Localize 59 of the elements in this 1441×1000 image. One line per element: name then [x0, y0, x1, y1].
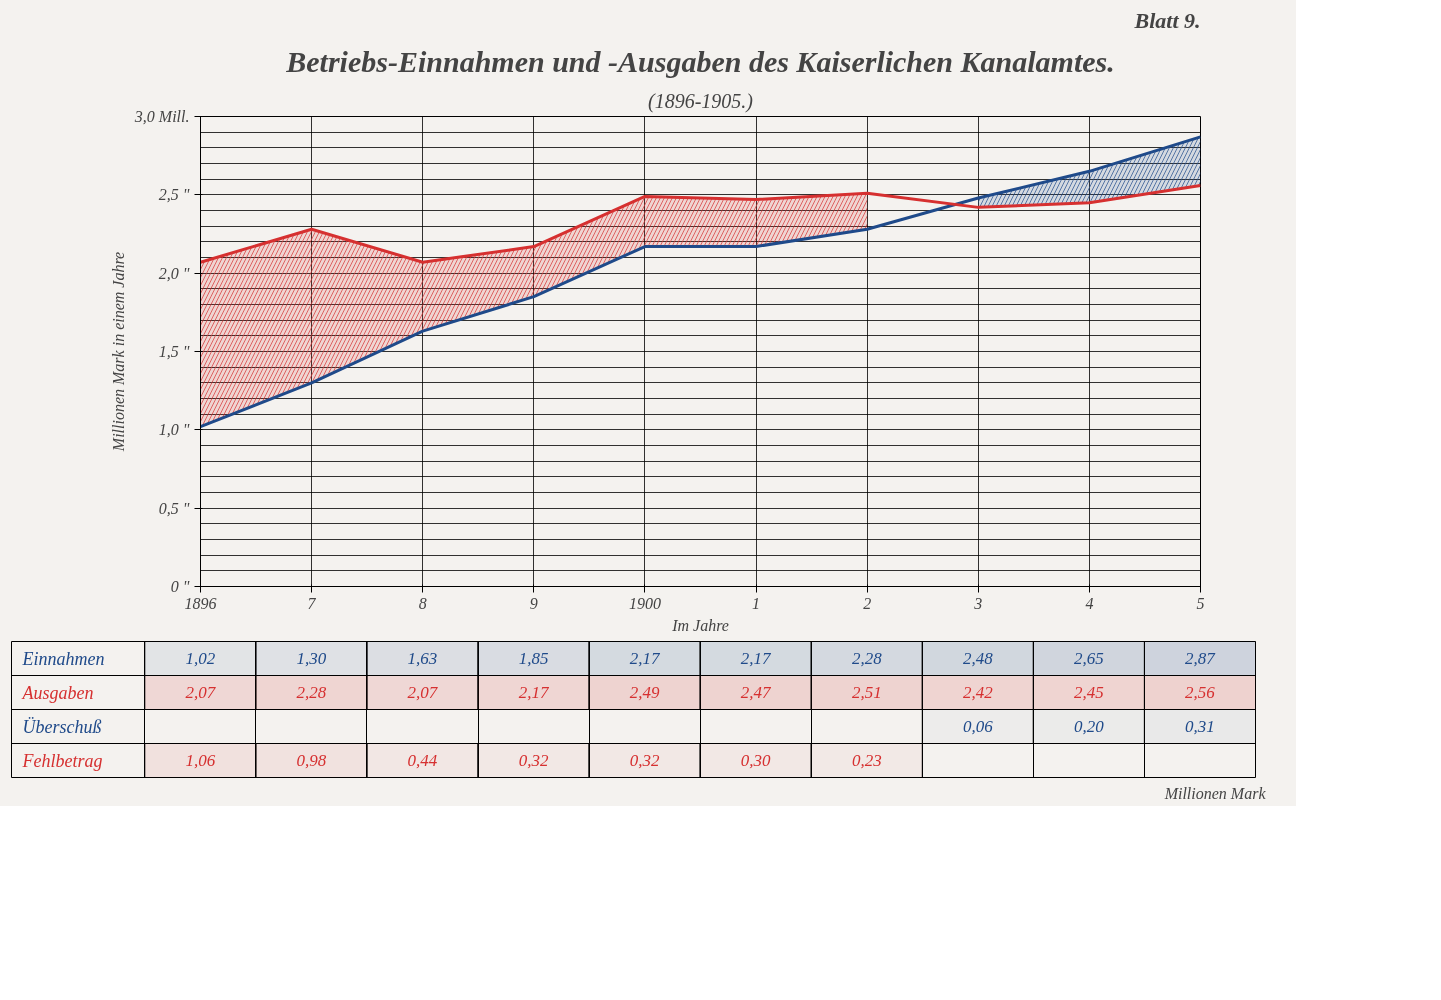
y-tick-label: 1,5 " — [158, 343, 190, 360]
data-label: 0,20 — [1074, 717, 1105, 736]
data-label: 2,07 — [407, 683, 439, 702]
y-tick-label: Fehlbetrag — [21, 750, 103, 771]
x-tick-label: 4 — [1085, 594, 1094, 612]
data-label: 2,17 — [740, 649, 773, 668]
data-label: 2,47 — [740, 683, 773, 702]
data-label: 2,51 — [851, 683, 882, 702]
x-tick-label: 5 — [1196, 594, 1205, 612]
y-tick-label: Überschuß — [22, 716, 102, 737]
x-tick-label: 1896 — [184, 594, 217, 612]
text: Blatt 9. — [1133, 7, 1201, 33]
data-label: 2,17 — [629, 649, 661, 668]
data-label: 1,30 — [296, 649, 327, 668]
x-tick-label: 1900 — [628, 594, 661, 612]
data-label: 0,98 — [296, 751, 327, 770]
line-series — [200, 183, 1201, 264]
y-tick-label: 3,0 Mill. — [133, 108, 190, 125]
y-tick-label: 2,5 " — [158, 186, 190, 204]
data-label: 1,63 — [407, 649, 438, 668]
data-label: 2,28 — [851, 649, 883, 668]
data-label: 1,85 — [518, 649, 549, 668]
y-axis-title: Millionen Mark in einem Jahre — [109, 251, 127, 453]
data-label: 0,30 — [740, 751, 772, 770]
data-label: 2,07 — [185, 683, 217, 702]
y-tick-label: 2,0 " — [158, 264, 190, 282]
data-label: 1,02 — [185, 649, 216, 668]
text: Millionen Mark — [1163, 784, 1267, 802]
chart-subtitle: (1896-1905.) — [648, 89, 754, 113]
data-label: 0,23 — [851, 751, 882, 770]
data-label: 2,49 — [629, 683, 660, 702]
data-label: 0,32 — [629, 751, 660, 770]
x-axis-title: Im Jahre — [671, 616, 729, 634]
data-label: 0,06 — [962, 717, 994, 736]
x-tick-label: 7 — [307, 594, 317, 612]
data-label: 0,44 — [407, 751, 438, 770]
data-label: 2,48 — [962, 649, 994, 668]
y-tick-label: 0,5 " — [158, 499, 190, 517]
x-tick-label: 1 — [752, 594, 761, 612]
data-label: 0,31 — [1185, 717, 1215, 736]
x-tick-label: 9 — [529, 594, 538, 612]
data-label: 0,32 — [518, 751, 549, 770]
data-label: 1,06 — [185, 751, 216, 770]
y-tick-label: Ausgaben — [21, 682, 94, 703]
data-label: 2,65 — [1074, 649, 1104, 668]
y-tick-label: Einnahmen — [21, 648, 105, 669]
data-label: 2,42 — [962, 683, 994, 702]
x-tick-label: 2 — [863, 594, 872, 612]
data-label: 2,56 — [1185, 683, 1216, 702]
x-tick-label: 3 — [973, 594, 983, 612]
data-label: 2,87 — [1185, 649, 1217, 668]
data-label: 2,45 — [1074, 683, 1104, 702]
y-tick-label: 0 " — [170, 578, 190, 595]
data-label: 2,17 — [518, 683, 550, 702]
chart-title: Betriebs-Einnahmen und -Ausgaben des Kaiserlichen Kanalamtes. — [285, 44, 1115, 78]
x-tick-label: 8 — [418, 594, 427, 612]
line-series — [200, 135, 1201, 429]
y-tick-label: 1,0 " — [158, 421, 190, 439]
data-label: 2,28 — [296, 683, 327, 702]
